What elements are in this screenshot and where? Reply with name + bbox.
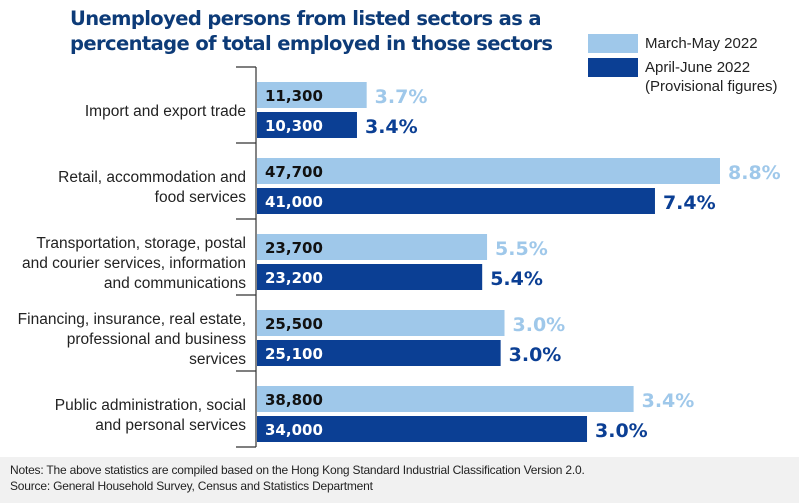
bar: [257, 158, 720, 184]
bar-value-label: 11,300: [265, 87, 323, 105]
footer: Notes: The above statistics are compiled…: [0, 457, 799, 503]
bar: [257, 112, 357, 138]
category-label: Transportation, storage, postal: [36, 235, 246, 252]
category-label: and personal services: [95, 417, 246, 434]
bar-percentage-label: 5.4%: [490, 268, 543, 290]
bar-chart: Import and export trade 11,300 3.7% 10,300 3…: [18, 66, 781, 448]
category-label: services: [189, 351, 246, 368]
chart-title-line-1: Unemployed persons from listed sectors a…: [70, 7, 542, 30]
category-label: professional and business: [67, 331, 246, 348]
category-label: food services: [155, 189, 247, 206]
bar-value-label: 10,300: [265, 117, 323, 135]
bar-percentage-label: 3.0%: [595, 420, 648, 442]
bar: [257, 234, 488, 260]
bar: [257, 386, 634, 412]
category-label: and communications: [104, 275, 246, 292]
bar-value-label: 41,000: [265, 193, 323, 211]
legend-swatch-april-june: [588, 58, 638, 77]
bar-value-label: 23,200: [265, 269, 323, 287]
chart-title-line-2: percentage of total employed in those se…: [70, 32, 553, 55]
legend-label-april-june: April-June 2022 (Provisional figures): [645, 58, 778, 96]
bar-value-label: 23,700: [265, 239, 323, 257]
chart-title: Unemployed persons from listed sectors a…: [70, 6, 570, 56]
footer-source: Source: General Household Survey, Census…: [10, 479, 373, 493]
bar: [257, 264, 483, 290]
bar: [257, 340, 501, 366]
bar: [257, 188, 655, 214]
bar-value-label: 47,700: [265, 163, 323, 181]
bar-percentage-label: 8.8%: [728, 162, 781, 184]
category-label: Import and export trade: [85, 103, 246, 120]
footer-notes: Notes: The above statistics are compiled…: [10, 463, 585, 477]
category-label: Retail, accommodation and: [58, 169, 246, 186]
bar-percentage-label: 3.0%: [513, 314, 566, 336]
bar-value-label: 25,500: [265, 315, 323, 333]
legend-swatch-march-may: [588, 34, 638, 53]
bar-percentage-label: 7.4%: [663, 192, 716, 214]
category-label: Financing, insurance, real estate,: [18, 311, 246, 328]
bar-percentage-label: 3.7%: [375, 86, 428, 108]
legend-label-march-may: March-May 2022: [645, 35, 758, 52]
category-label: Public administration, social: [55, 397, 246, 414]
bar: [257, 416, 588, 442]
bar-percentage-label: 5.5%: [495, 238, 548, 260]
legend-label-april-june-line-1: April-June 2022: [645, 59, 751, 76]
bar-percentage-label: 3.4%: [365, 116, 418, 138]
bar-value-label: 34,000: [265, 421, 323, 439]
bar-value-label: 25,100: [265, 345, 323, 363]
bar-percentage-label: 3.0%: [509, 344, 562, 366]
bar: [257, 82, 367, 108]
bar-value-label: 38,800: [265, 391, 323, 409]
bar-percentage-label: 3.4%: [642, 390, 695, 412]
legend-label-april-june-line-2: (Provisional figures): [645, 78, 778, 95]
category-label: and courier services, information: [22, 255, 246, 272]
bar: [257, 310, 505, 336]
